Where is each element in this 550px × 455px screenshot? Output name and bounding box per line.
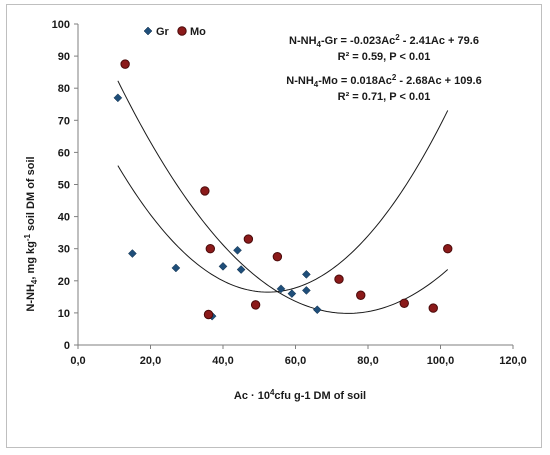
legend-label-mo: Mo	[190, 26, 206, 38]
data-point-gr	[287, 289, 297, 298]
data-point-mo	[443, 244, 453, 254]
trend-line-gr	[117, 110, 449, 293]
y-axis-title-part-a: N-NH	[25, 284, 37, 312]
y-tick-label: 20	[58, 276, 70, 288]
equation-gr-line2: R² = 0.59, P < 0.01	[338, 51, 431, 63]
x-axis-title-sup: 4	[270, 388, 275, 397]
trend-line-mo	[117, 80, 449, 314]
data-point-mo	[250, 300, 261, 310]
data-point-mo	[205, 244, 216, 254]
y-tick-label: 80	[58, 83, 70, 95]
equation-gr-part-b: -Gr = -0.023Ac	[321, 35, 395, 47]
equation-mo-part-c: - 2.68Ac + 109.6	[396, 75, 481, 87]
data-point-gr	[233, 245, 242, 255]
y-axis-title-sub: 4	[30, 279, 39, 284]
equation-mo: N-NH4-Mo = 0.018Ac2 - 2.68Ac + 109.6 R² …	[286, 73, 481, 103]
data-point-mo	[203, 309, 214, 320]
equation-gr-part-c: - 2.41Ac + 79.6	[400, 35, 479, 47]
x-axis-title: Ac · 104cfu g-1 DM of soil	[234, 388, 366, 402]
data-point-mo	[120, 59, 130, 69]
equation-gr-part-a: N-NH	[289, 35, 317, 47]
data-point-gr	[302, 286, 311, 295]
y-tick-label: 0	[64, 340, 70, 352]
y-axis-title-part-b: , mg kg	[25, 241, 37, 280]
chart-frame	[6, 4, 542, 448]
y-axis-title-sup: -1	[23, 233, 32, 241]
axis-ticks: 0 10 20 30 40 50 60 70 80 90 100 0,0 20,0 40,0 60,0 80,…	[52, 19, 527, 367]
y-tick-label: 90	[58, 51, 70, 63]
data-point-gr	[218, 262, 228, 271]
data-point-mo	[428, 303, 438, 313]
x-tick-label: 40,0	[212, 355, 233, 367]
y-axis-title-part-c: soil DM of soil	[25, 156, 37, 234]
data-point-mo	[200, 186, 210, 196]
x-tick-label: 120,0	[499, 355, 527, 367]
data-point-mo	[356, 290, 366, 300]
data-point-gr	[128, 249, 137, 258]
data-points	[113, 59, 453, 321]
equation-mo-line1: N-NH4-Mo = 0.018Ac2 - 2.68Ac + 109.6	[286, 73, 481, 89]
x-tick-label: 60,0	[285, 355, 306, 367]
legend-label-gr: Gr	[156, 26, 170, 38]
equation-mo-sub: 4	[314, 80, 319, 89]
data-point-gr	[113, 93, 123, 103]
equation-mo-part-b: -Mo = 0.018Ac	[318, 75, 392, 87]
trend-lines	[117, 80, 449, 314]
equation-mo-line2: R² = 0.71, P < 0.01	[338, 91, 431, 103]
data-point-gr	[276, 284, 286, 294]
data-point-gr	[302, 270, 311, 279]
y-tick-label: 60	[58, 147, 70, 159]
x-tick-label: 100,0	[427, 355, 455, 367]
x-tick-label: 80,0	[357, 355, 378, 367]
data-point-mo	[272, 252, 283, 262]
x-axis-title-rest: cfu g-1 DM of soil	[274, 390, 366, 402]
equation-gr: N-NH4-Gr = -0.023Ac2 - 2.41Ac + 79.6 R² …	[289, 33, 479, 63]
y-tick-label: 70	[58, 115, 70, 127]
equation-mo-sup: 2	[392, 73, 397, 82]
data-point-mo	[399, 298, 409, 308]
y-tick-label: 10	[58, 308, 70, 320]
equation-mo-part-a: N-NH	[286, 75, 314, 87]
data-point-gr	[312, 305, 322, 315]
data-point-gr	[236, 265, 246, 274]
equation-gr-line1: N-NH4-Gr = -0.023Ac2 - 2.41Ac + 79.6	[289, 33, 479, 49]
data-point-mo	[243, 234, 254, 244]
y-axis-title: N-NH4, mg kg-1 soil DM of soil	[23, 156, 39, 311]
y-tick-label: 40	[58, 212, 70, 224]
x-tick-label: 20,0	[140, 355, 161, 367]
legend-marker-mo	[177, 26, 187, 36]
data-point-mo	[334, 274, 344, 284]
x-axis-title-main: Ac · 10	[234, 390, 270, 402]
legend-marker-gr	[143, 26, 153, 36]
equation-gr-sup: 2	[395, 33, 400, 42]
plot-area	[77, 24, 513, 346]
data-point-gr	[171, 263, 181, 273]
x-tick-label: 0,0	[70, 355, 85, 367]
y-tick-label: 100	[52, 19, 70, 31]
y-tick-label: 30	[58, 244, 70, 256]
equation-gr-sub: 4	[317, 40, 322, 49]
y-tick-label: 50	[58, 180, 70, 192]
legend: Gr Mo	[143, 26, 206, 38]
